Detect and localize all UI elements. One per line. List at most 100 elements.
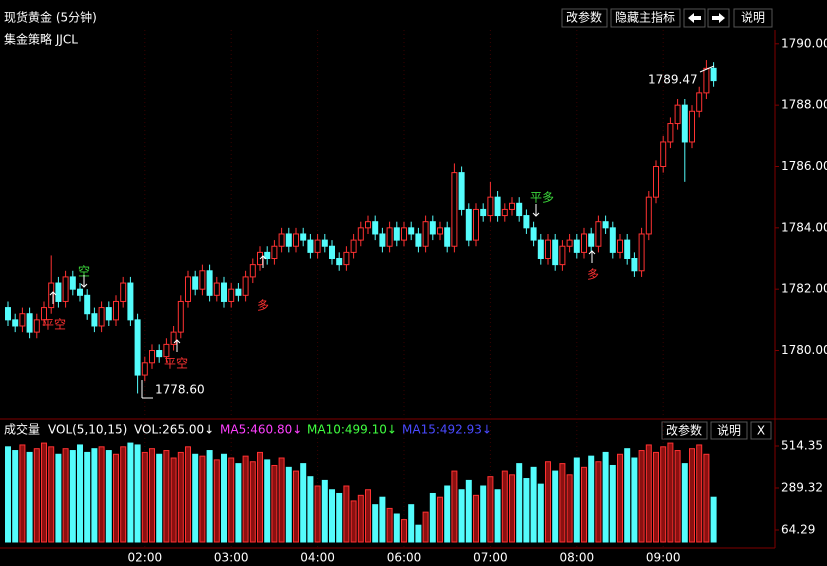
candle-body <box>458 172 465 210</box>
x-tick-label: 08:00 <box>560 551 595 565</box>
signal-label: 多 <box>587 268 599 282</box>
volume-bar <box>185 446 191 543</box>
candle-body <box>530 227 537 241</box>
candle-body <box>69 276 76 290</box>
candle-body <box>141 362 148 376</box>
candle-body <box>55 282 62 302</box>
volume-bar <box>228 457 235 543</box>
candle-body <box>285 233 292 247</box>
volume-bar <box>343 485 350 543</box>
volume-bar <box>379 496 386 543</box>
candle-body <box>192 276 199 290</box>
candle-body <box>609 227 616 253</box>
volume-bar <box>653 451 659 543</box>
candle-body <box>48 282 55 309</box>
y-tick-label: 1788.00 <box>781 98 827 112</box>
volume-bar <box>422 511 429 543</box>
volume-bar <box>638 450 645 543</box>
candle-body <box>696 92 703 112</box>
candle-body <box>163 343 170 358</box>
signal-label: 平多 <box>530 191 554 205</box>
candle-body <box>444 227 451 247</box>
button[interactable] <box>661 421 708 440</box>
candle-body <box>393 227 400 241</box>
candle-body <box>545 239 551 260</box>
candle-body <box>206 270 213 296</box>
volume-bar <box>149 448 155 543</box>
candle-body <box>278 233 285 247</box>
volume-bar <box>710 496 717 543</box>
volume-bar <box>617 453 623 543</box>
volume-bar <box>573 457 580 543</box>
candle-body <box>12 319 19 327</box>
candle-body <box>199 270 206 290</box>
volume-bar <box>264 459 271 543</box>
button-label[interactable]: 改参数 <box>566 10 602 25</box>
signal-label: 空 <box>78 265 90 279</box>
volume-bar <box>321 479 328 543</box>
signal-arrow <box>173 339 181 352</box>
indicator-label: MA10:499.10↓ <box>307 423 397 437</box>
candle-body <box>494 196 501 217</box>
candle-body <box>307 239 314 253</box>
candle-body <box>300 233 307 241</box>
volume-bar <box>451 470 458 543</box>
candle-body <box>487 196 494 217</box>
candle-body <box>581 233 587 253</box>
candle-body <box>249 264 256 278</box>
candle-body <box>329 245 335 260</box>
volume-bar <box>595 461 602 543</box>
button-label[interactable]: 说明 <box>717 423 741 438</box>
button[interactable] <box>710 421 748 440</box>
volume-bar <box>566 474 573 543</box>
volume-bar <box>660 446 667 543</box>
low-price-label: 1778.60 <box>155 383 205 397</box>
button-label[interactable]: 说明 <box>741 10 765 25</box>
volume-bar <box>357 494 364 543</box>
button[interactable] <box>733 8 773 28</box>
volume-bar <box>285 466 292 543</box>
candle-body <box>365 221 371 229</box>
candle-body <box>480 208 487 217</box>
candle-body <box>127 282 134 321</box>
volume-bar <box>156 453 163 543</box>
volume-bar <box>429 492 436 543</box>
candle-body <box>84 294 91 315</box>
button-label[interactable]: 改参数 <box>666 423 702 438</box>
volume-bar <box>170 457 177 543</box>
close-button[interactable] <box>750 421 772 440</box>
chart-title: 现货黄金 (5分钟) <box>4 10 97 25</box>
volume-bar <box>271 464 278 543</box>
button-label[interactable]: X <box>757 424 765 438</box>
volume-bar <box>480 485 487 543</box>
volume-bar <box>26 451 33 543</box>
volume-bar <box>667 442 674 543</box>
volume-bar <box>192 453 199 543</box>
signal-arrow <box>532 204 540 217</box>
candle-body <box>401 227 407 241</box>
candle-body <box>228 288 235 302</box>
button[interactable] <box>561 8 608 28</box>
candle-body <box>501 208 508 217</box>
indicator-label: VOL:265.00↓ <box>134 423 214 437</box>
y-tick-label: 1784.00 <box>781 220 827 234</box>
candle-body <box>537 239 544 260</box>
candle-body <box>588 233 595 247</box>
volume-bar <box>242 455 249 543</box>
volume-bar <box>141 451 148 543</box>
x-tick-label: 03:00 <box>214 551 249 565</box>
volume-bar <box>696 444 703 543</box>
candle-body <box>523 215 530 229</box>
signal-label: 平空 <box>42 318 66 332</box>
volume-bar <box>278 457 285 543</box>
candle-body <box>645 196 652 235</box>
candle-body <box>573 239 580 253</box>
candle-body <box>98 307 105 327</box>
volume-bar <box>77 444 83 543</box>
button[interactable] <box>610 8 681 28</box>
button-label[interactable]: 隐藏主指标 <box>615 10 675 25</box>
candle-body <box>516 202 523 217</box>
candle-body <box>667 123 674 143</box>
candle-body <box>185 276 191 302</box>
